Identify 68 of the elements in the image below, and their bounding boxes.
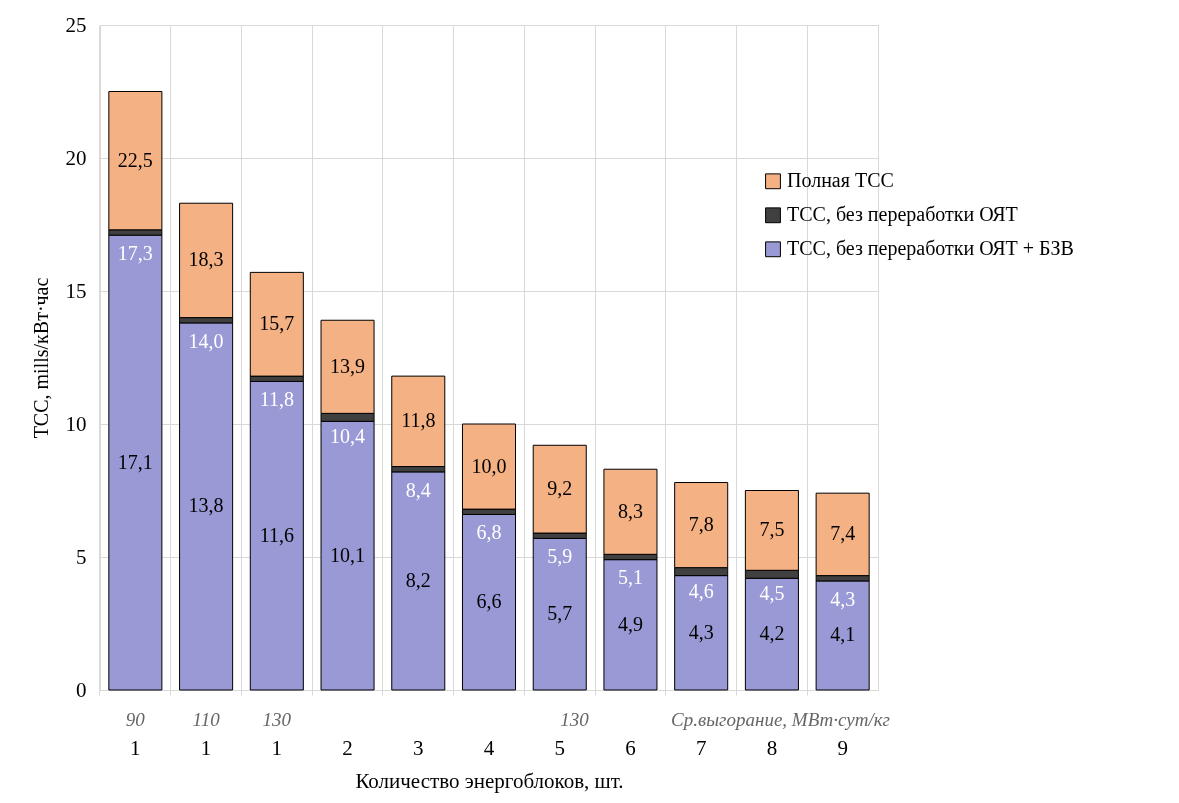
data-label: 10,1: [330, 543, 366, 566]
bar: [179, 322, 234, 691]
total-label: 11,8: [401, 409, 436, 432]
text: Ср.выгорание, МВт·сут/кг: [671, 709, 890, 730]
data-label: 11,6: [259, 523, 294, 546]
total-label: 22,5: [117, 148, 153, 171]
y-tick-label: 15: [65, 278, 87, 303]
total-label: 7,4: [830, 522, 856, 545]
annotation: 5,1: [617, 566, 643, 589]
y-tick-label: 5: [76, 544, 87, 569]
bar: [108, 234, 163, 691]
bar: [815, 580, 870, 691]
total-label: 15,7: [259, 312, 295, 335]
text: 130: [262, 709, 292, 730]
x-tick-label: 1: [130, 735, 141, 760]
x-tick-label: 8: [766, 735, 778, 760]
x-tick-label: 4: [483, 735, 495, 760]
x-tick-label: 7: [695, 735, 707, 760]
x-tick-label: 6: [625, 735, 636, 760]
annotation: 11,8: [259, 388, 294, 411]
annotation: 10,4: [330, 425, 366, 448]
text: 90: [125, 709, 146, 730]
legend-label: Полная ТСС: [787, 169, 894, 192]
data-label: 17,1: [117, 450, 153, 473]
legend-label: ТСС, без переработки ОЯТ + БЗВ: [787, 237, 1074, 261]
annotation: 4,6: [688, 579, 714, 602]
text: 130: [560, 709, 590, 730]
data-label: 13,8: [188, 494, 224, 517]
total-label: 8,3: [617, 499, 643, 522]
bar: [461, 513, 517, 691]
total-label: 18,3: [188, 248, 224, 271]
x-tick-label: 9: [837, 735, 848, 760]
total-label: 7,8: [688, 513, 714, 536]
annotation: 5,9: [547, 545, 573, 567]
total-label: 7,5: [759, 518, 785, 541]
y-axis-title: ТСС, mills/кВт·час: [29, 277, 52, 439]
total-label: 10,0: [471, 454, 507, 477]
total-label: 9,2: [547, 477, 573, 500]
annotation: 4,5: [759, 582, 785, 605]
bar: [391, 471, 446, 691]
x-tick-label: 1: [271, 735, 283, 760]
annotation: 17,3: [117, 241, 153, 264]
x-tick-label: 2: [342, 735, 353, 760]
y-tick-label: 25: [65, 12, 87, 37]
total-label: 13,9: [330, 354, 366, 377]
bar: [249, 380, 304, 691]
data-label: 6,6: [476, 590, 502, 613]
y-tick-label: 10: [65, 411, 87, 436]
annotation: 6,8: [476, 521, 502, 544]
x-tick-label: 3: [413, 735, 424, 760]
annotation: 8,4: [405, 478, 431, 501]
bar: [603, 559, 658, 691]
x-axis-title: Количество энергоблоков, шт.: [355, 768, 624, 793]
x-tick-label: 1: [200, 735, 212, 760]
y-tick-label: 0: [76, 677, 87, 702]
annotation: 4,3: [830, 587, 856, 610]
data-label: 4,3: [688, 620, 714, 643]
data-label: 4,2: [759, 622, 785, 645]
x-tick-label: 5: [554, 735, 565, 760]
text: 110: [192, 709, 221, 730]
data-label: 4,1: [830, 623, 856, 646]
data-label: 8,2: [405, 568, 431, 591]
data-label: 4,9: [617, 612, 643, 635]
y-tick-label: 20: [65, 145, 87, 170]
legend-label: ТСС, без переработки ОЯТ: [787, 203, 1018, 227]
bar: [532, 537, 587, 691]
annotation: 14,0: [188, 329, 224, 352]
data-label: 5,7: [547, 602, 573, 625]
